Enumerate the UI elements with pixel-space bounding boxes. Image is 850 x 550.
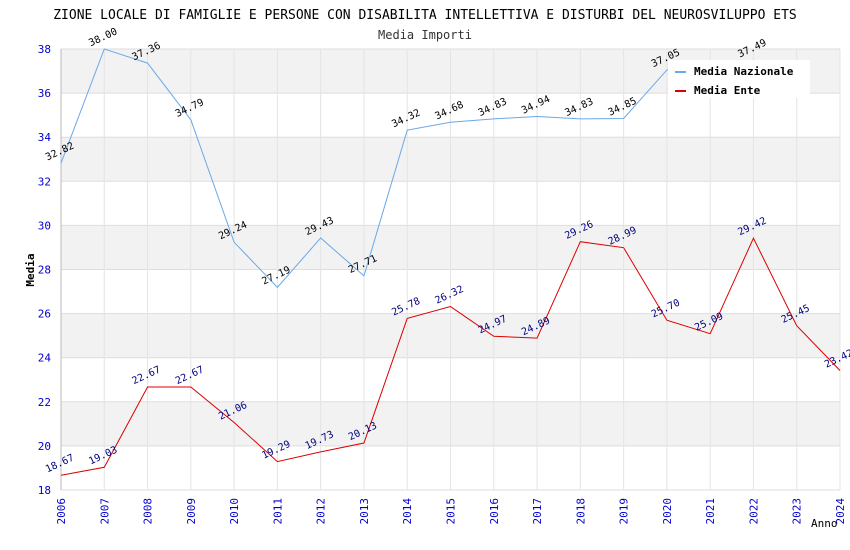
x-tick-label: 2015 <box>445 498 458 525</box>
series-group <box>60 48 841 476</box>
y-tick-label: 36 <box>38 87 51 100</box>
x-tick-label: 2024 <box>834 498 847 525</box>
y-tick-label: 34 <box>38 131 52 144</box>
x-tick-label: 2023 <box>791 498 804 525</box>
x-tick-label: 2013 <box>358 498 371 525</box>
legend: Media Nazionale Media Ente <box>668 60 810 98</box>
x-tick-label: 2020 <box>661 498 674 525</box>
x-axis-ticks: 2006 2007 2008 2009 2010 2011 2012 2013 2014 2015… <box>55 498 847 525</box>
x-tick-label: 2011 <box>271 498 284 525</box>
y-tick-label: 32 <box>38 175 51 188</box>
y-tick-label: 24 <box>38 352 52 365</box>
y-tick-label: 18 <box>38 484 51 497</box>
x-tick-label: 2007 <box>98 498 111 525</box>
x-tick-label: 2021 <box>704 498 717 525</box>
series-line-nazionale <box>60 48 754 289</box>
y-tick-label: 30 <box>38 219 51 232</box>
legend-label-nazionale: Media Nazionale <box>694 65 794 78</box>
x-tick-label: 2006 <box>55 498 68 525</box>
x-axis-label: Anno <box>811 517 838 530</box>
x-tick-label: 2012 <box>315 498 328 525</box>
x-tick-label: 2016 <box>488 498 501 525</box>
y-axis-label: Media <box>24 253 37 286</box>
x-tick-label: 2008 <box>142 498 155 525</box>
x-tick-label: 2019 <box>618 498 631 525</box>
y-tick-label: 38 <box>38 43 51 56</box>
legend-label-ente: Media Ente <box>694 84 761 97</box>
chart-subtitle: Media Importi <box>378 28 472 42</box>
chart-title: ZIONE LOCALE DI FAMIGLIE E PERSONE CON D… <box>53 8 797 23</box>
y-axis-ticks: 18 20 22 24 26 28 30 32 34 36 38 <box>38 43 52 497</box>
x-tick-label: 2022 <box>747 498 760 525</box>
y-tick-label: 28 <box>38 264 51 277</box>
y-tick-label: 22 <box>38 396 51 409</box>
y-tick-label: 26 <box>38 308 51 321</box>
x-tick-label: 2014 <box>401 498 414 525</box>
legend-box <box>668 60 810 98</box>
y-tick-label: 20 <box>38 440 51 453</box>
x-tick-label: 2009 <box>185 498 198 525</box>
x-tick-label: 2010 <box>228 498 241 525</box>
x-tick-label: 2017 <box>531 498 544 525</box>
grid-lines <box>60 48 841 491</box>
x-tick-label: 2018 <box>574 498 587 525</box>
series-line-ente <box>60 237 841 476</box>
data-label: 38.00 <box>87 26 119 49</box>
